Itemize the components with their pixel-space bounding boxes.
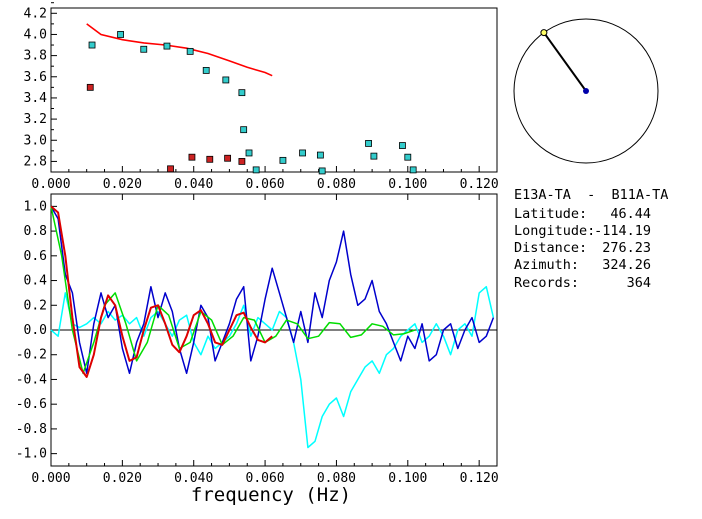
dispersion-cyan-point (222, 76, 230, 84)
distance-value: 276.23 (602, 240, 651, 256)
correlation-x-tick-label: 0.040 (174, 471, 213, 486)
dispersion-cyan-point (117, 31, 124, 38)
longitude-value: -114.19 (594, 223, 651, 239)
dispersion-y-tick-label: 4.0 (24, 27, 47, 42)
dispersion-x-tick-label: 0.020 (103, 177, 142, 192)
dispersion-cyan-point (370, 152, 378, 160)
correlation-series-line-0 (50, 285, 495, 449)
distance-label: Distance: (514, 240, 587, 256)
dispersion-cyan-point (318, 167, 326, 175)
dispersion-y-tick-label: 4.2 (24, 6, 47, 21)
azimuth-value: 324.26 (602, 257, 651, 273)
dispersion-cyan-point (299, 149, 306, 157)
correlation-x-tick-label: 0.080 (317, 471, 356, 486)
dispersion-cyan-point (409, 166, 417, 174)
dispersion-red-point (238, 158, 246, 165)
azimuth-needle (543, 32, 587, 92)
correlation-y-tick-label: -1.0 (16, 447, 47, 462)
correlation-series-line-3 (50, 205, 273, 378)
records-label: Records: (514, 275, 579, 291)
dispersion-cyan-point (245, 149, 253, 157)
dispersion-x-tick-label: 0.040 (174, 177, 213, 192)
correlation-x-tick-label: 0.100 (388, 471, 427, 486)
dispersion-x-tick-label: 0.060 (246, 177, 285, 192)
dispersion-cyan-point (238, 89, 246, 97)
azimuth-needle-tip (540, 29, 548, 37)
station-pair: E13A-TA - B11A-TA (514, 187, 668, 203)
dispersion-cyan-point (202, 67, 210, 74)
dial-circle (513, 18, 659, 164)
dispersion-red-point (86, 83, 94, 91)
x-axis-title: frequency (Hz) (191, 484, 351, 506)
correlation-x-tick-label: 0.060 (246, 471, 285, 486)
dispersion-red-point (188, 153, 196, 161)
correlation-series-line-1 (50, 206, 495, 375)
correlation-x-tick-label: 0.000 (31, 471, 70, 486)
correlation-x-tick-label: 0.120 (460, 471, 499, 486)
dispersion-cyan-point (240, 126, 248, 134)
dispersion-y-tick-label: 3.0 (24, 133, 47, 148)
correlation-y-tick-label: -0.4 (16, 372, 47, 387)
dispersion-red-point (224, 154, 232, 162)
correlation-y-tick-label: 0.4 (24, 274, 48, 289)
dispersion-marks (86, 23, 417, 175)
dispersion-cyan-point (279, 156, 287, 164)
dispersion-x-tick-label: 0.080 (317, 177, 356, 192)
correlation-axes: 0.000 0.020 0.040 0.060 0.080 0.100 0.120 1.0 0.… (16, 194, 499, 486)
dispersion-cyan-point (163, 42, 171, 50)
dispersion-model-curve (86, 23, 273, 77)
dispersion-cyan-point (404, 153, 412, 161)
records-value: 364 (627, 275, 651, 291)
dispersion-cyan-point (399, 142, 406, 149)
dispersion-x-tick-label: 0.000 (31, 177, 70, 192)
dial-center-dot (583, 88, 589, 94)
dispersion-y-tick-label: 2.8 (24, 154, 47, 169)
correlation-x-tick-label: 0.020 (103, 471, 142, 486)
dispersion-plot-frame (50, 7, 498, 173)
latitude-label: Latitude: (514, 206, 587, 222)
dispersion-cyan-point (88, 41, 96, 49)
correlation-y-tick-label: -0.6 (16, 397, 47, 412)
correlation-panel: 0.000 0.020 0.040 0.060 0.080 0.100 0.120 1.0 0.… (16, 193, 499, 506)
correlation-y-tick-label: 0.8 (24, 224, 47, 239)
correlation-y-tick-label: 1.0 (24, 199, 47, 214)
dispersion-cyan-point (140, 45, 148, 53)
dispersion-x-tick-label: 0.100 (388, 177, 427, 192)
latitude-value: 46.44 (610, 206, 651, 222)
dispersion-cyan-point (316, 151, 324, 159)
correlation-y-tick-label: 0.0 (24, 323, 47, 338)
correlation-y-tick-label: -0.2 (16, 348, 47, 363)
correlation-series (50, 205, 495, 449)
correlation-y-tick-label: 0.6 (24, 249, 47, 264)
dispersion-panel: 0.000 0.020 0.040 0.060 0.080 0.100 0.120 2.8 3.… (24, 2, 499, 192)
dispersion-y-tick-label: 3.4 (24, 91, 48, 106)
dispersion-cyan-point (365, 140, 372, 147)
azimuth-label: Azimuth: (514, 257, 579, 273)
dispersion-y-tick-label: 3.8 (24, 49, 47, 64)
dispersion-axes: 0.000 0.020 0.040 0.060 0.080 0.100 0.120 2.8 3.… (24, 2, 499, 192)
dispersion-x-tick-label: 0.120 (460, 177, 499, 192)
correlation-y-tick-label: 0.2 (24, 298, 47, 313)
correlation-y-tick-label: -0.8 (16, 422, 47, 437)
azimuth-dial (513, 18, 659, 164)
dispersion-y-tick-label: 3.2 (24, 112, 47, 127)
dispersion-red-point (167, 165, 174, 173)
dispersion-y-tick-label: 3.6 (24, 70, 47, 85)
correlation-series-line-2 (50, 206, 416, 375)
dispersion-cyan-point (186, 47, 194, 55)
dispersion-red-point (206, 155, 214, 163)
longitude-label: Longitude: (514, 223, 595, 239)
station-info: E13A-TA - B11A-TA Latitude: 46.44 Longit… (514, 187, 668, 291)
dispersion-cyan-point (252, 166, 260, 174)
